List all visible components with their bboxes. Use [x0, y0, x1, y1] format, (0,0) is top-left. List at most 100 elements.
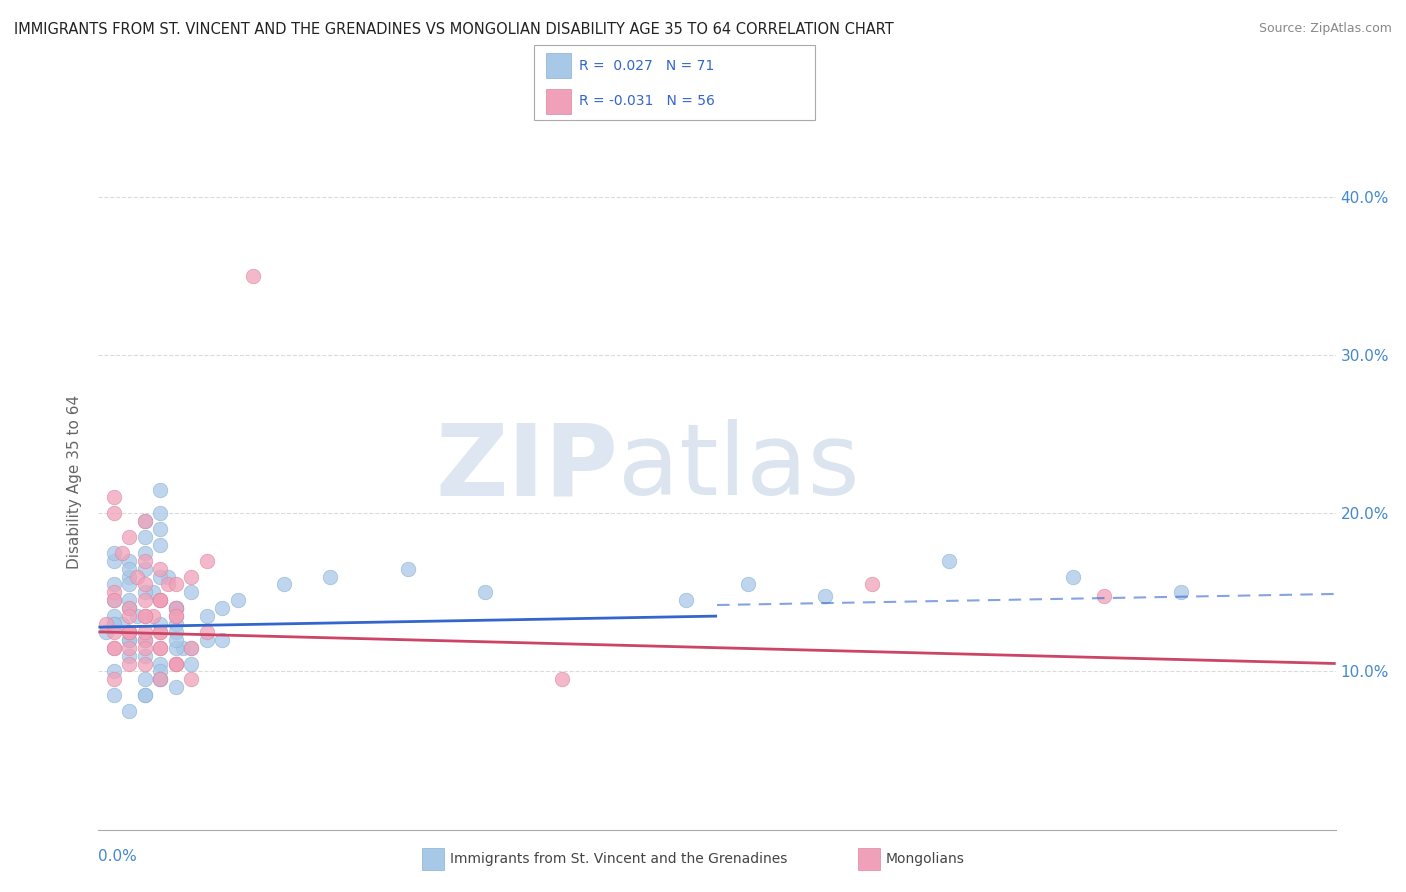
Point — [103, 640, 125, 655]
Point — [96, 624, 118, 639]
Point — [180, 585, 202, 599]
Point — [134, 554, 156, 568]
Point — [165, 601, 187, 615]
Point — [165, 657, 187, 671]
Point — [474, 585, 496, 599]
Point — [149, 617, 172, 632]
Point — [1062, 569, 1084, 583]
Point — [1170, 585, 1192, 599]
Point — [157, 569, 180, 583]
Point — [142, 609, 165, 624]
Point — [860, 577, 883, 591]
Point — [118, 632, 141, 647]
Point — [195, 554, 218, 568]
Point — [103, 585, 125, 599]
Point — [118, 624, 141, 639]
Point — [149, 562, 172, 576]
Point — [938, 554, 960, 568]
Point — [118, 554, 141, 568]
Point — [103, 609, 125, 624]
Point — [103, 593, 125, 607]
Point — [157, 577, 180, 591]
Point — [165, 680, 187, 694]
Point — [242, 269, 264, 284]
Point — [111, 546, 134, 560]
Point — [103, 593, 125, 607]
Point — [180, 640, 202, 655]
Text: IMMIGRANTS FROM ST. VINCENT AND THE GRENADINES VS MONGOLIAN DISABILITY AGE 35 TO: IMMIGRANTS FROM ST. VINCENT AND THE GREN… — [14, 22, 894, 37]
Point — [226, 593, 249, 607]
Point — [675, 593, 697, 607]
Point — [149, 624, 172, 639]
Point — [103, 617, 125, 632]
Point — [103, 617, 125, 632]
Point — [180, 657, 202, 671]
Point — [165, 640, 187, 655]
Point — [149, 522, 172, 536]
Point — [211, 601, 233, 615]
Point — [96, 617, 118, 632]
Point — [195, 624, 218, 639]
Point — [134, 632, 156, 647]
Text: Immigrants from St. Vincent and the Grenadines: Immigrants from St. Vincent and the Gren… — [450, 852, 787, 866]
Point — [149, 593, 172, 607]
Point — [118, 632, 141, 647]
Point — [134, 577, 156, 591]
Point — [149, 506, 172, 520]
Point — [149, 624, 172, 639]
Point — [149, 538, 172, 552]
Point — [111, 617, 134, 632]
Point — [165, 632, 187, 647]
Point — [103, 624, 125, 639]
Point — [118, 624, 141, 639]
Point — [103, 577, 125, 591]
Point — [118, 601, 141, 615]
Point — [134, 546, 156, 560]
Point — [134, 609, 156, 624]
Y-axis label: Disability Age 35 to 64: Disability Age 35 to 64 — [67, 394, 83, 569]
Point — [118, 657, 141, 671]
Point — [118, 624, 141, 639]
Point — [134, 609, 156, 624]
Point — [149, 593, 172, 607]
Point — [149, 640, 172, 655]
Point — [118, 648, 141, 663]
Point — [165, 609, 187, 624]
Text: R = -0.031   N = 56: R = -0.031 N = 56 — [579, 95, 716, 109]
Text: 0.0%: 0.0% — [98, 849, 138, 864]
Point — [149, 673, 172, 687]
Point — [134, 648, 156, 663]
Point — [134, 585, 156, 599]
Point — [737, 577, 759, 591]
Point — [149, 673, 172, 687]
Point — [165, 657, 187, 671]
Point — [134, 514, 156, 528]
Point — [127, 609, 149, 624]
Point — [134, 673, 156, 687]
Point — [118, 569, 141, 583]
Point — [134, 530, 156, 544]
Point — [118, 577, 141, 591]
Text: Mongolians: Mongolians — [886, 852, 965, 866]
Point — [134, 593, 156, 607]
Point — [103, 554, 125, 568]
Point — [165, 601, 187, 615]
Point — [211, 632, 233, 647]
Point — [134, 688, 156, 702]
Point — [180, 640, 202, 655]
Point — [180, 673, 202, 687]
Point — [103, 546, 125, 560]
Point — [142, 585, 165, 599]
Point — [149, 673, 172, 687]
Point — [165, 657, 187, 671]
Point — [134, 657, 156, 671]
Point — [118, 640, 141, 655]
Point — [134, 514, 156, 528]
Point — [134, 624, 156, 639]
Point — [165, 601, 187, 615]
Point — [118, 704, 141, 718]
Point — [103, 506, 125, 520]
Point — [273, 577, 295, 591]
Point — [165, 624, 187, 639]
Point — [118, 609, 141, 624]
